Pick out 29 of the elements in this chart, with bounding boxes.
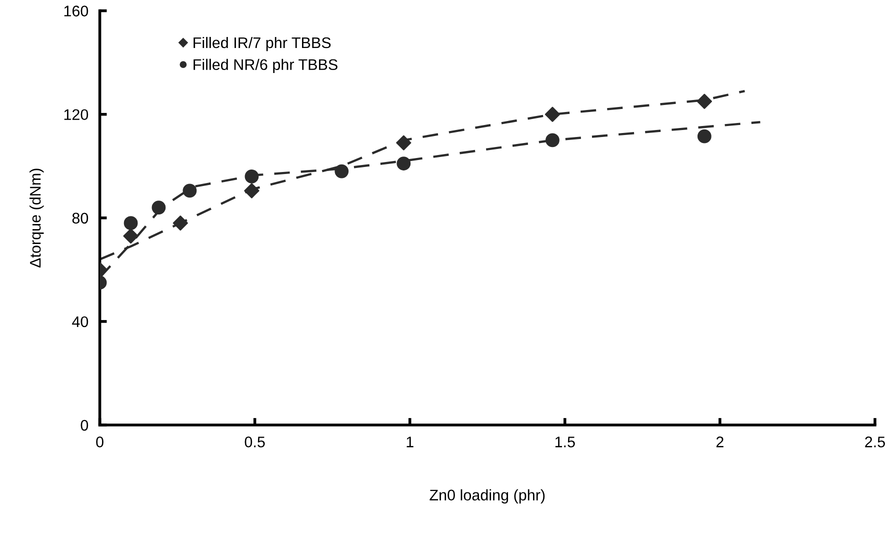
point <box>152 200 166 214</box>
x-tick-label: 1 <box>406 436 414 448</box>
x-tick-label: 2 <box>716 436 724 448</box>
point <box>244 170 259 184</box>
y-axis-title: Δtorque (dNm) <box>30 168 44 268</box>
point <box>544 106 560 122</box>
legend-label: Filled IR/7 phr TBBS <box>194 36 331 52</box>
x-tick-label: 0.5 <box>244 436 265 448</box>
point <box>546 133 560 148</box>
y-tick-label: 0 <box>80 420 88 431</box>
point <box>244 183 260 198</box>
y-tick-label: 80 <box>72 212 88 224</box>
y-tick-label: 160 <box>64 6 88 16</box>
point <box>182 184 197 198</box>
point <box>172 216 188 231</box>
point <box>123 228 138 244</box>
point <box>697 129 712 144</box>
point <box>334 164 349 178</box>
y-tick-label: 120 <box>64 109 88 120</box>
point <box>696 94 712 109</box>
x-tick-label: 1.5 <box>555 436 575 448</box>
point <box>396 156 411 170</box>
x-tick-label: 2.5 <box>865 436 885 448</box>
point <box>396 135 412 150</box>
x-axis-title: Zn0 loading (phr) <box>430 489 545 504</box>
legend-label: Filled NR/6 phr TBBS <box>194 58 338 74</box>
point <box>124 216 138 230</box>
x-tick-label: 0 <box>96 436 104 448</box>
y-tick-label: 40 <box>72 316 88 328</box>
